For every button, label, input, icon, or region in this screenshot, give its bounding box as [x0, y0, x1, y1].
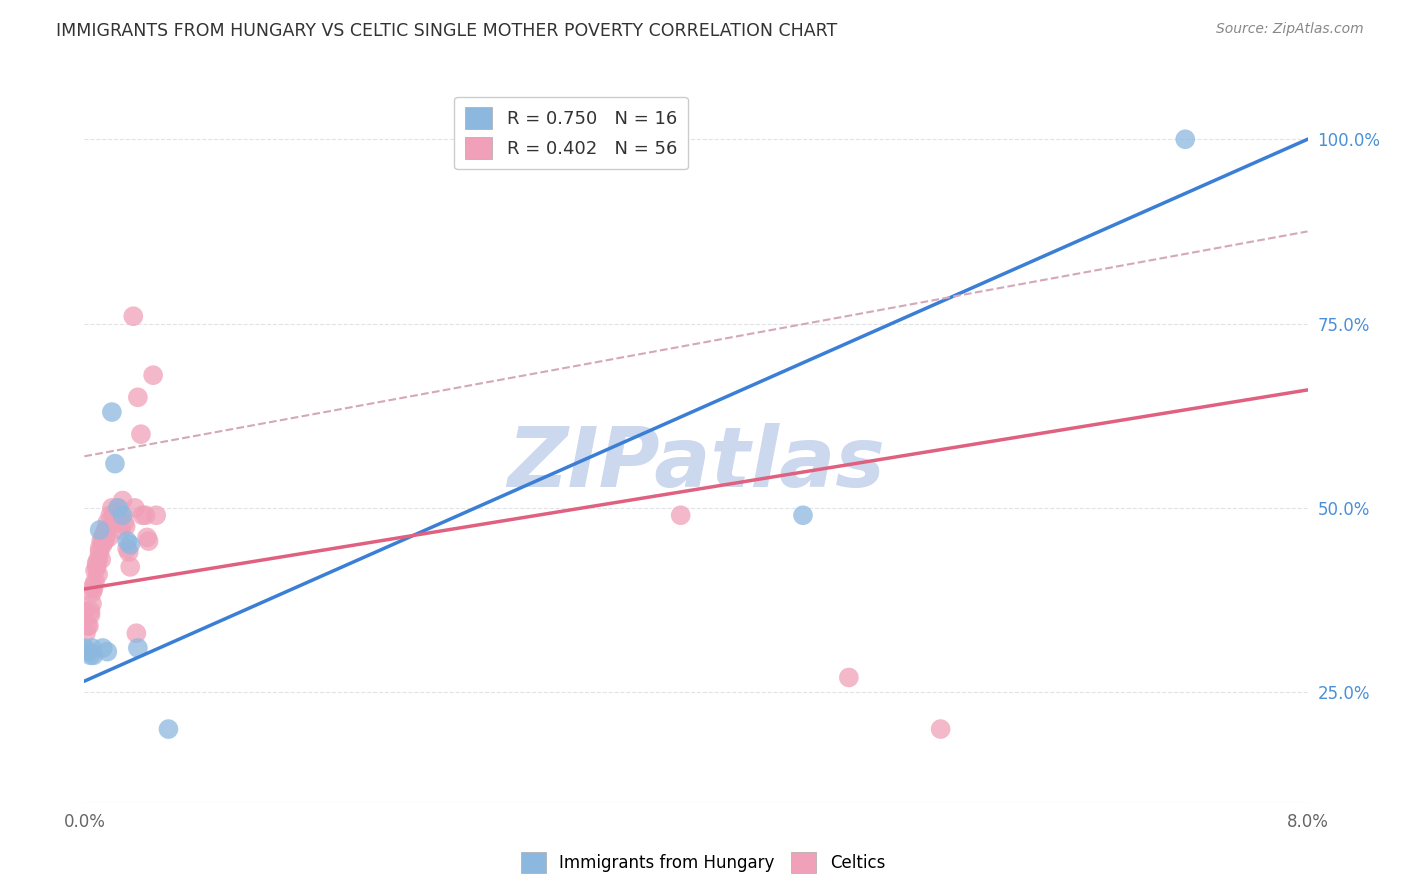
Point	[89, 523, 111, 537]
Point	[129, 427, 152, 442]
Point	[111, 508, 134, 523]
Point	[75, 626, 97, 640]
Point	[93, 534, 115, 549]
Point	[76, 619, 98, 633]
Point	[114, 519, 136, 533]
Point	[86, 560, 108, 574]
Point	[94, 530, 117, 544]
Point	[101, 405, 124, 419]
Point	[107, 500, 129, 515]
Point	[79, 607, 101, 622]
Point	[103, 508, 125, 523]
Point	[98, 508, 121, 523]
Point	[90, 552, 112, 566]
Point	[96, 516, 118, 530]
Point	[929, 722, 952, 736]
Text: Source: ZipAtlas.com: Source: ZipAtlas.com	[1216, 22, 1364, 37]
Point	[145, 508, 167, 523]
Point	[138, 534, 160, 549]
Point	[87, 552, 110, 566]
Point	[80, 585, 103, 599]
Point	[108, 508, 131, 523]
Point	[107, 500, 129, 515]
Text: IMMIGRANTS FROM HUNGARY VS CELTIC SINGLE MOTHER POVERTY CORRELATION CHART: IMMIGRANTS FROM HUNGARY VS CELTIC SINGLE…	[56, 22, 838, 40]
Point	[105, 508, 128, 523]
Point	[91, 530, 114, 544]
Point	[73, 604, 96, 618]
Point	[73, 640, 96, 655]
Point	[112, 516, 135, 530]
Point	[80, 597, 103, 611]
Point	[1174, 132, 1197, 146]
Point	[94, 523, 117, 537]
Point	[104, 516, 127, 530]
Point	[120, 560, 142, 574]
Point	[83, 582, 105, 596]
Point	[91, 640, 114, 655]
Point	[77, 619, 100, 633]
Point	[792, 508, 814, 523]
Point	[79, 648, 101, 663]
Point	[101, 500, 124, 515]
Point	[135, 508, 157, 523]
Point	[115, 541, 138, 556]
Point	[104, 457, 127, 471]
Text: ZIPatlas: ZIPatlas	[508, 423, 884, 504]
Point	[122, 309, 145, 323]
Point	[96, 645, 118, 659]
Point	[127, 390, 149, 404]
Point	[669, 508, 692, 523]
Point	[89, 545, 111, 559]
Point	[142, 368, 165, 383]
Point	[120, 538, 142, 552]
Point	[111, 493, 134, 508]
Point	[118, 545, 141, 559]
Point	[115, 534, 138, 549]
Point	[125, 626, 148, 640]
Point	[91, 538, 114, 552]
Legend: R = 0.750   N = 16, R = 0.402   N = 56: R = 0.750 N = 16, R = 0.402 N = 56	[454, 96, 688, 169]
Point	[84, 564, 107, 578]
Legend: Immigrants from Hungary, Celtics: Immigrants from Hungary, Celtics	[515, 846, 891, 880]
Point	[838, 670, 860, 684]
Point	[127, 640, 149, 655]
Point	[93, 526, 115, 541]
Point	[77, 645, 100, 659]
Point	[90, 534, 112, 549]
Point	[136, 530, 159, 544]
Point	[80, 640, 103, 655]
Point	[157, 722, 180, 736]
Point	[86, 556, 108, 570]
Point	[83, 648, 105, 663]
Point	[87, 567, 110, 582]
Point	[83, 578, 105, 592]
Point	[84, 574, 107, 589]
Point	[79, 604, 101, 618]
Point	[110, 523, 132, 537]
Point	[97, 530, 120, 544]
Point	[131, 508, 153, 523]
Point	[124, 500, 146, 515]
Point	[89, 541, 111, 556]
